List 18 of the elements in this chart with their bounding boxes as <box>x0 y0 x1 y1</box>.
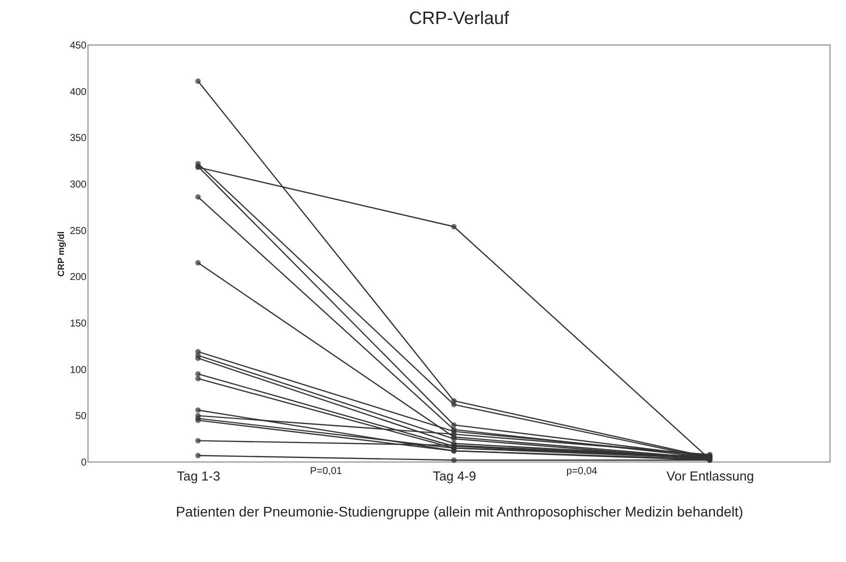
x-tick-label: Tag 4-9 <box>432 468 476 484</box>
x-tick-label: Vor Entlassung <box>666 468 754 484</box>
chart-title: CRP-Verlauf <box>408 8 510 28</box>
y-tick-label: 300 <box>70 180 87 190</box>
y-tick-label: 150 <box>70 318 87 330</box>
y-tick-label: 400 <box>70 86 87 98</box>
x-tick-label: Tag 1-3 <box>176 468 220 484</box>
text: P=0,01 <box>310 466 342 477</box>
x-axis-title: Patienten der Pneumonie-Studiengruppe (allein mit Anthroposophischer Medizin behandelt) <box>176 504 744 520</box>
y-tick-label: 0 <box>80 458 87 468</box>
y-tick-label: 250 <box>70 226 87 237</box>
y-tick-label: 50 <box>75 411 87 422</box>
y-tick-label: 350 <box>70 133 87 144</box>
y-tick-label: 450 <box>70 40 87 52</box>
y-axis-title: CRP mg/dl <box>56 231 66 277</box>
y-tick-label: 200 <box>70 272 87 284</box>
text: p=0,04 <box>566 466 598 477</box>
y-tick-label: 100 <box>70 364 87 376</box>
